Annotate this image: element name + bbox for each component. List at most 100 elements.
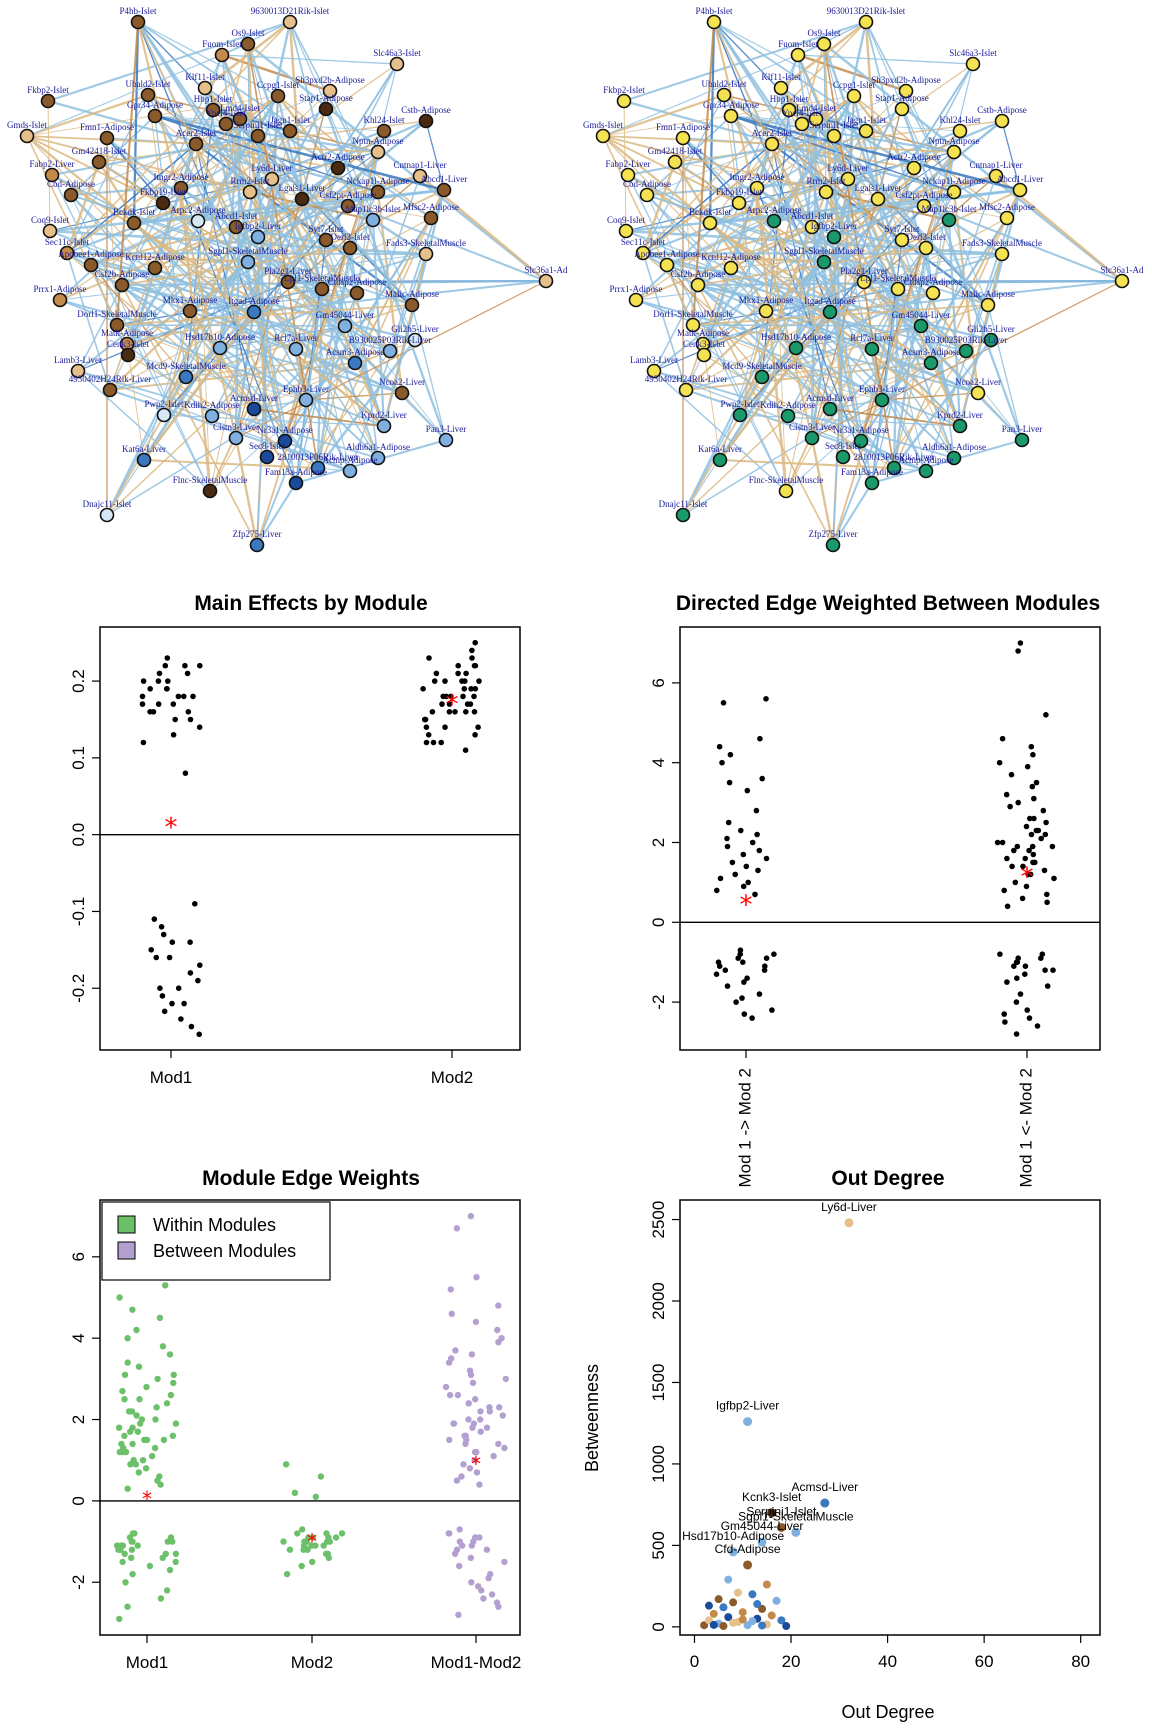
network-node-label: Rcl7a-Liver	[274, 333, 317, 343]
data-point	[140, 739, 147, 746]
labeled-data-point	[743, 1560, 753, 1570]
network-node	[242, 184, 258, 200]
network-edge	[106, 137, 164, 204]
data-point	[1028, 831, 1035, 838]
network-edge	[602, 43, 825, 137]
network-node-label: Os9-Islet	[232, 28, 265, 38]
plot-frame	[679, 1199, 1101, 1636]
network-node	[277, 433, 293, 449]
data-point	[454, 1391, 462, 1399]
network-node-label: Mfsc2-Adipose	[979, 202, 1035, 212]
data-point	[460, 693, 466, 700]
data-point	[753, 1600, 762, 1609]
network-node-label: Jagn1-Islet	[846, 115, 886, 125]
network-node-label: Ly6d-Liver	[828, 163, 869, 173]
data-point	[1019, 895, 1026, 902]
data-point-label: Kcnk3-Islet	[742, 1490, 802, 1504]
data-point	[157, 1481, 164, 1488]
data-point	[450, 1420, 457, 1427]
data-point	[141, 1436, 148, 1444]
network-edge	[257, 175, 421, 238]
network-node-label: Map1lc3b-Islet	[922, 204, 977, 214]
network-node	[816, 254, 832, 270]
data-point	[468, 1542, 475, 1549]
y-tick-label: 2	[649, 838, 668, 847]
network-node-label: Derl3-Islet	[907, 232, 946, 242]
data-point	[1030, 751, 1036, 758]
network-edge	[26, 135, 385, 427]
data-point	[476, 678, 482, 684]
data-point	[999, 735, 1006, 742]
network-edge	[371, 219, 386, 427]
data-point	[477, 1408, 484, 1415]
y-tick-label: 1500	[649, 1364, 668, 1402]
data-point	[138, 1416, 146, 1423]
network-node	[382, 343, 398, 359]
network-edge	[109, 388, 351, 473]
data-point	[124, 1485, 131, 1492]
network-node	[864, 475, 880, 491]
network-edge	[348, 247, 359, 294]
data-point	[197, 662, 203, 669]
network-node-label: Csf2b-Adipose	[95, 269, 150, 279]
network-edge	[719, 310, 767, 461]
data-point	[452, 709, 458, 715]
network-edge	[685, 388, 927, 473]
data-point	[442, 724, 448, 730]
data-point	[185, 709, 192, 715]
data-point	[468, 686, 474, 692]
data-point	[499, 1412, 506, 1419]
data-point	[733, 1588, 742, 1597]
network-edge	[797, 21, 867, 56]
data-point	[470, 1420, 478, 1427]
data-point	[1034, 1023, 1041, 1029]
network-node-label: Slc36a1-Ad	[1101, 265, 1144, 275]
data-point	[170, 701, 177, 707]
network-node-label: Cntnap1-Liver	[394, 160, 447, 170]
network-node-label: Sec11c-Islet	[621, 237, 666, 247]
data-point	[456, 1526, 463, 1533]
network-edge	[225, 123, 297, 484]
network-edge	[864, 21, 880, 200]
data-point	[448, 693, 454, 700]
group-mean-marker: *	[1021, 862, 1034, 892]
data-point	[116, 1448, 124, 1456]
data-point	[471, 1457, 478, 1464]
data-point	[131, 1530, 138, 1537]
network-edge	[154, 114, 379, 154]
network-edge	[316, 339, 417, 469]
network-node-label: 4930402H24Rik-Liver	[69, 374, 152, 384]
network-edge	[1001, 120, 1021, 191]
data-point	[147, 686, 153, 692]
data-point	[502, 1375, 509, 1383]
data-point	[1038, 835, 1044, 842]
network-edge	[295, 438, 447, 485]
data-point	[127, 1428, 134, 1435]
network-node-label: Kat6a-Liver	[122, 444, 166, 454]
data-point	[1044, 983, 1051, 989]
data-point	[163, 1400, 171, 1407]
network-edge	[288, 21, 304, 200]
data-point	[733, 999, 739, 1005]
data-point	[170, 1371, 177, 1379]
network-edge	[425, 120, 445, 191]
data-point	[1049, 843, 1056, 850]
data-point	[1011, 847, 1017, 854]
network-edge	[987, 304, 1023, 441]
network-node-label: Klf11-Islet	[761, 72, 801, 82]
network-node	[389, 56, 405, 72]
data-point	[1012, 879, 1019, 886]
data-point	[741, 979, 747, 985]
data-point	[722, 967, 729, 973]
network-node-label: Sec11c-Islet	[45, 237, 90, 247]
network-edge	[154, 115, 251, 193]
data-point	[1031, 795, 1037, 802]
network-node	[780, 408, 796, 424]
data-point	[1001, 887, 1007, 894]
data-point	[135, 1363, 143, 1370]
network-edge	[691, 21, 716, 326]
network-node-label: Sgpl1-SkeletalMuscle	[784, 246, 864, 256]
data-point	[1044, 891, 1050, 898]
x-tick-label: 40	[878, 1652, 897, 1671]
data-point	[124, 1335, 131, 1342]
